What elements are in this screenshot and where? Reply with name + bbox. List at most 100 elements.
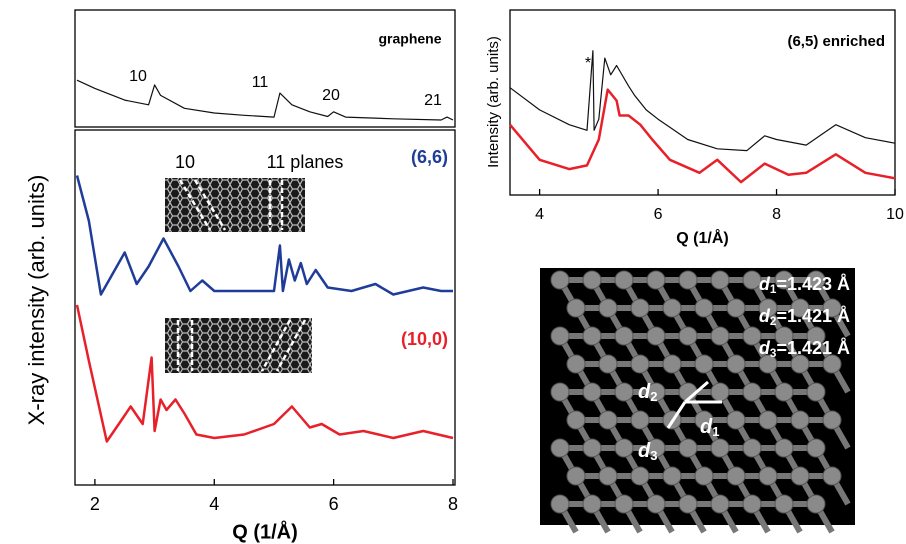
atom bbox=[679, 271, 697, 289]
atom bbox=[791, 411, 809, 429]
label-symbol: d bbox=[700, 416, 713, 438]
atom bbox=[679, 439, 697, 457]
atom bbox=[583, 383, 601, 401]
atom bbox=[711, 327, 729, 345]
atom bbox=[711, 271, 729, 289]
atom bbox=[583, 271, 601, 289]
label-symbol: d bbox=[638, 440, 651, 462]
atom bbox=[647, 495, 665, 513]
atom bbox=[615, 271, 633, 289]
atom bbox=[583, 327, 601, 345]
annotation: 11 planes bbox=[267, 152, 344, 172]
x-tick-label: 8 bbox=[772, 206, 781, 223]
atom bbox=[807, 439, 825, 457]
atom bbox=[727, 411, 745, 429]
atom bbox=[567, 355, 585, 373]
atom bbox=[647, 327, 665, 345]
atom bbox=[775, 439, 793, 457]
atom bbox=[727, 299, 745, 317]
atom bbox=[823, 467, 841, 485]
atom bbox=[551, 495, 569, 513]
x-tick-label: 4 bbox=[209, 494, 219, 514]
atom bbox=[615, 439, 633, 457]
data-line bbox=[510, 51, 895, 151]
label-value: =1.421 Å bbox=[776, 338, 850, 358]
label-subscript: 3 bbox=[650, 448, 657, 463]
x-tick-label: 10 bbox=[886, 206, 904, 223]
atom bbox=[631, 467, 649, 485]
annotation: 11 bbox=[252, 74, 269, 91]
y-axis-label: Intensity (arb. units) bbox=[485, 36, 502, 168]
atom bbox=[807, 495, 825, 513]
atom bbox=[775, 383, 793, 401]
x-axis-label: Q (1/Å) bbox=[676, 228, 728, 247]
label-subscript: 2 bbox=[650, 389, 657, 404]
atom bbox=[759, 411, 777, 429]
atom bbox=[583, 439, 601, 457]
atom bbox=[615, 383, 633, 401]
data-line bbox=[510, 90, 895, 183]
atom bbox=[631, 299, 649, 317]
atom bbox=[663, 299, 681, 317]
annotation: (10,0) bbox=[401, 329, 448, 349]
atom bbox=[551, 327, 569, 345]
atom bbox=[711, 495, 729, 513]
annotation: 10 bbox=[175, 152, 195, 172]
y-axis-label: X-ray intensity (arb. units) bbox=[24, 175, 49, 426]
atom bbox=[695, 355, 713, 373]
label-value: =1.423 Å bbox=[776, 274, 850, 294]
atom bbox=[599, 299, 617, 317]
atom bbox=[695, 467, 713, 485]
atom bbox=[679, 495, 697, 513]
atom bbox=[615, 495, 633, 513]
atom bbox=[615, 327, 633, 345]
atom bbox=[807, 383, 825, 401]
atom bbox=[823, 411, 841, 429]
atom bbox=[567, 411, 585, 429]
atom bbox=[743, 439, 761, 457]
atom bbox=[711, 439, 729, 457]
atom bbox=[695, 299, 713, 317]
inset-image bbox=[165, 178, 305, 232]
annotation: 10 bbox=[129, 68, 147, 85]
label-value: =1.421 Å bbox=[776, 306, 850, 326]
atom bbox=[599, 411, 617, 429]
figure: graphene101120212468Q (1/Å)X-ray intensi… bbox=[0, 0, 906, 544]
atom bbox=[631, 355, 649, 373]
label-symbol: d bbox=[638, 381, 651, 403]
atom bbox=[727, 467, 745, 485]
atom bbox=[775, 495, 793, 513]
atom bbox=[663, 467, 681, 485]
atom bbox=[599, 467, 617, 485]
atom bbox=[551, 383, 569, 401]
atom bbox=[743, 383, 761, 401]
atom bbox=[711, 383, 729, 401]
x-tick-label: 8 bbox=[448, 494, 458, 514]
atom bbox=[679, 327, 697, 345]
atom bbox=[663, 355, 681, 373]
annotation: (6,6) bbox=[411, 147, 448, 167]
atom bbox=[551, 439, 569, 457]
atom bbox=[743, 495, 761, 513]
label-subscript: 1 bbox=[712, 424, 719, 439]
annotation: graphene bbox=[378, 31, 441, 47]
inset-image bbox=[165, 318, 312, 373]
x-axis-label: Q (1/Å) bbox=[232, 519, 298, 543]
atom bbox=[631, 411, 649, 429]
x-tick-label: 2 bbox=[90, 494, 100, 514]
atom bbox=[567, 467, 585, 485]
x-tick-label: 4 bbox=[535, 206, 544, 223]
atom bbox=[567, 299, 585, 317]
atom bbox=[599, 355, 617, 373]
atom bbox=[647, 271, 665, 289]
annotation: 20 bbox=[322, 87, 340, 104]
x-tick-label: 6 bbox=[329, 494, 339, 514]
x-tick-label: 6 bbox=[654, 206, 663, 223]
atom bbox=[551, 271, 569, 289]
annotation: (6,5) enriched bbox=[787, 33, 885, 50]
annotation: 21 bbox=[424, 92, 442, 109]
atom bbox=[583, 495, 601, 513]
atom bbox=[727, 355, 745, 373]
atom bbox=[759, 467, 777, 485]
atom bbox=[791, 467, 809, 485]
